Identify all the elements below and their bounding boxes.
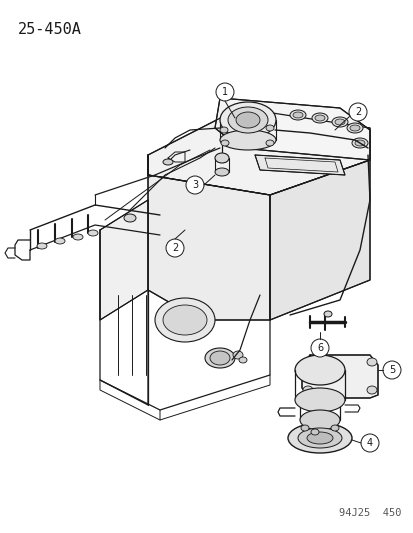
Circle shape [382,361,400,379]
Ellipse shape [219,102,275,138]
Ellipse shape [219,130,275,150]
Ellipse shape [289,110,305,120]
Text: 3: 3 [192,180,197,190]
Ellipse shape [287,423,351,453]
Ellipse shape [354,140,364,146]
Text: 94J25  450: 94J25 450 [338,508,400,518]
Ellipse shape [214,168,228,176]
Text: 4: 4 [366,438,372,448]
Ellipse shape [238,357,247,363]
Ellipse shape [209,351,230,365]
Ellipse shape [366,386,376,394]
Ellipse shape [330,425,338,431]
Circle shape [310,339,328,357]
Ellipse shape [334,119,344,125]
Polygon shape [147,155,269,320]
Ellipse shape [163,159,173,165]
Ellipse shape [204,348,235,368]
Circle shape [216,83,233,101]
Text: 6: 6 [316,343,322,353]
Ellipse shape [163,305,206,335]
Ellipse shape [306,432,332,444]
Ellipse shape [219,127,228,133]
Polygon shape [214,98,369,160]
Ellipse shape [299,410,339,430]
Ellipse shape [154,298,214,342]
Ellipse shape [366,358,376,366]
Ellipse shape [88,230,98,236]
Ellipse shape [302,358,312,366]
Ellipse shape [294,355,344,385]
Ellipse shape [323,311,331,317]
Ellipse shape [349,125,359,131]
Circle shape [185,176,204,194]
Ellipse shape [221,140,228,146]
Ellipse shape [346,123,362,133]
Ellipse shape [214,153,228,163]
Circle shape [166,239,183,257]
Ellipse shape [310,429,318,435]
Ellipse shape [124,214,136,222]
Text: 5: 5 [388,365,394,375]
Polygon shape [301,355,377,398]
Ellipse shape [351,138,367,148]
Ellipse shape [266,125,273,131]
Text: 2: 2 [171,243,178,253]
Ellipse shape [73,234,83,240]
Ellipse shape [55,238,65,244]
Ellipse shape [331,117,347,127]
Ellipse shape [297,428,341,448]
Polygon shape [100,200,147,320]
Polygon shape [254,155,344,175]
Ellipse shape [302,386,312,394]
Ellipse shape [233,351,242,359]
Text: 2: 2 [354,107,360,117]
Ellipse shape [228,107,267,133]
Polygon shape [269,160,369,320]
Ellipse shape [311,113,327,123]
Ellipse shape [292,112,302,118]
Ellipse shape [294,388,344,412]
Ellipse shape [235,112,259,128]
Circle shape [360,434,378,452]
Text: 25-450A: 25-450A [18,22,82,37]
Polygon shape [147,108,369,195]
Ellipse shape [37,243,47,249]
Circle shape [348,103,366,121]
Ellipse shape [314,115,324,121]
Text: 1: 1 [221,87,228,97]
Ellipse shape [300,425,308,431]
Ellipse shape [266,140,273,146]
